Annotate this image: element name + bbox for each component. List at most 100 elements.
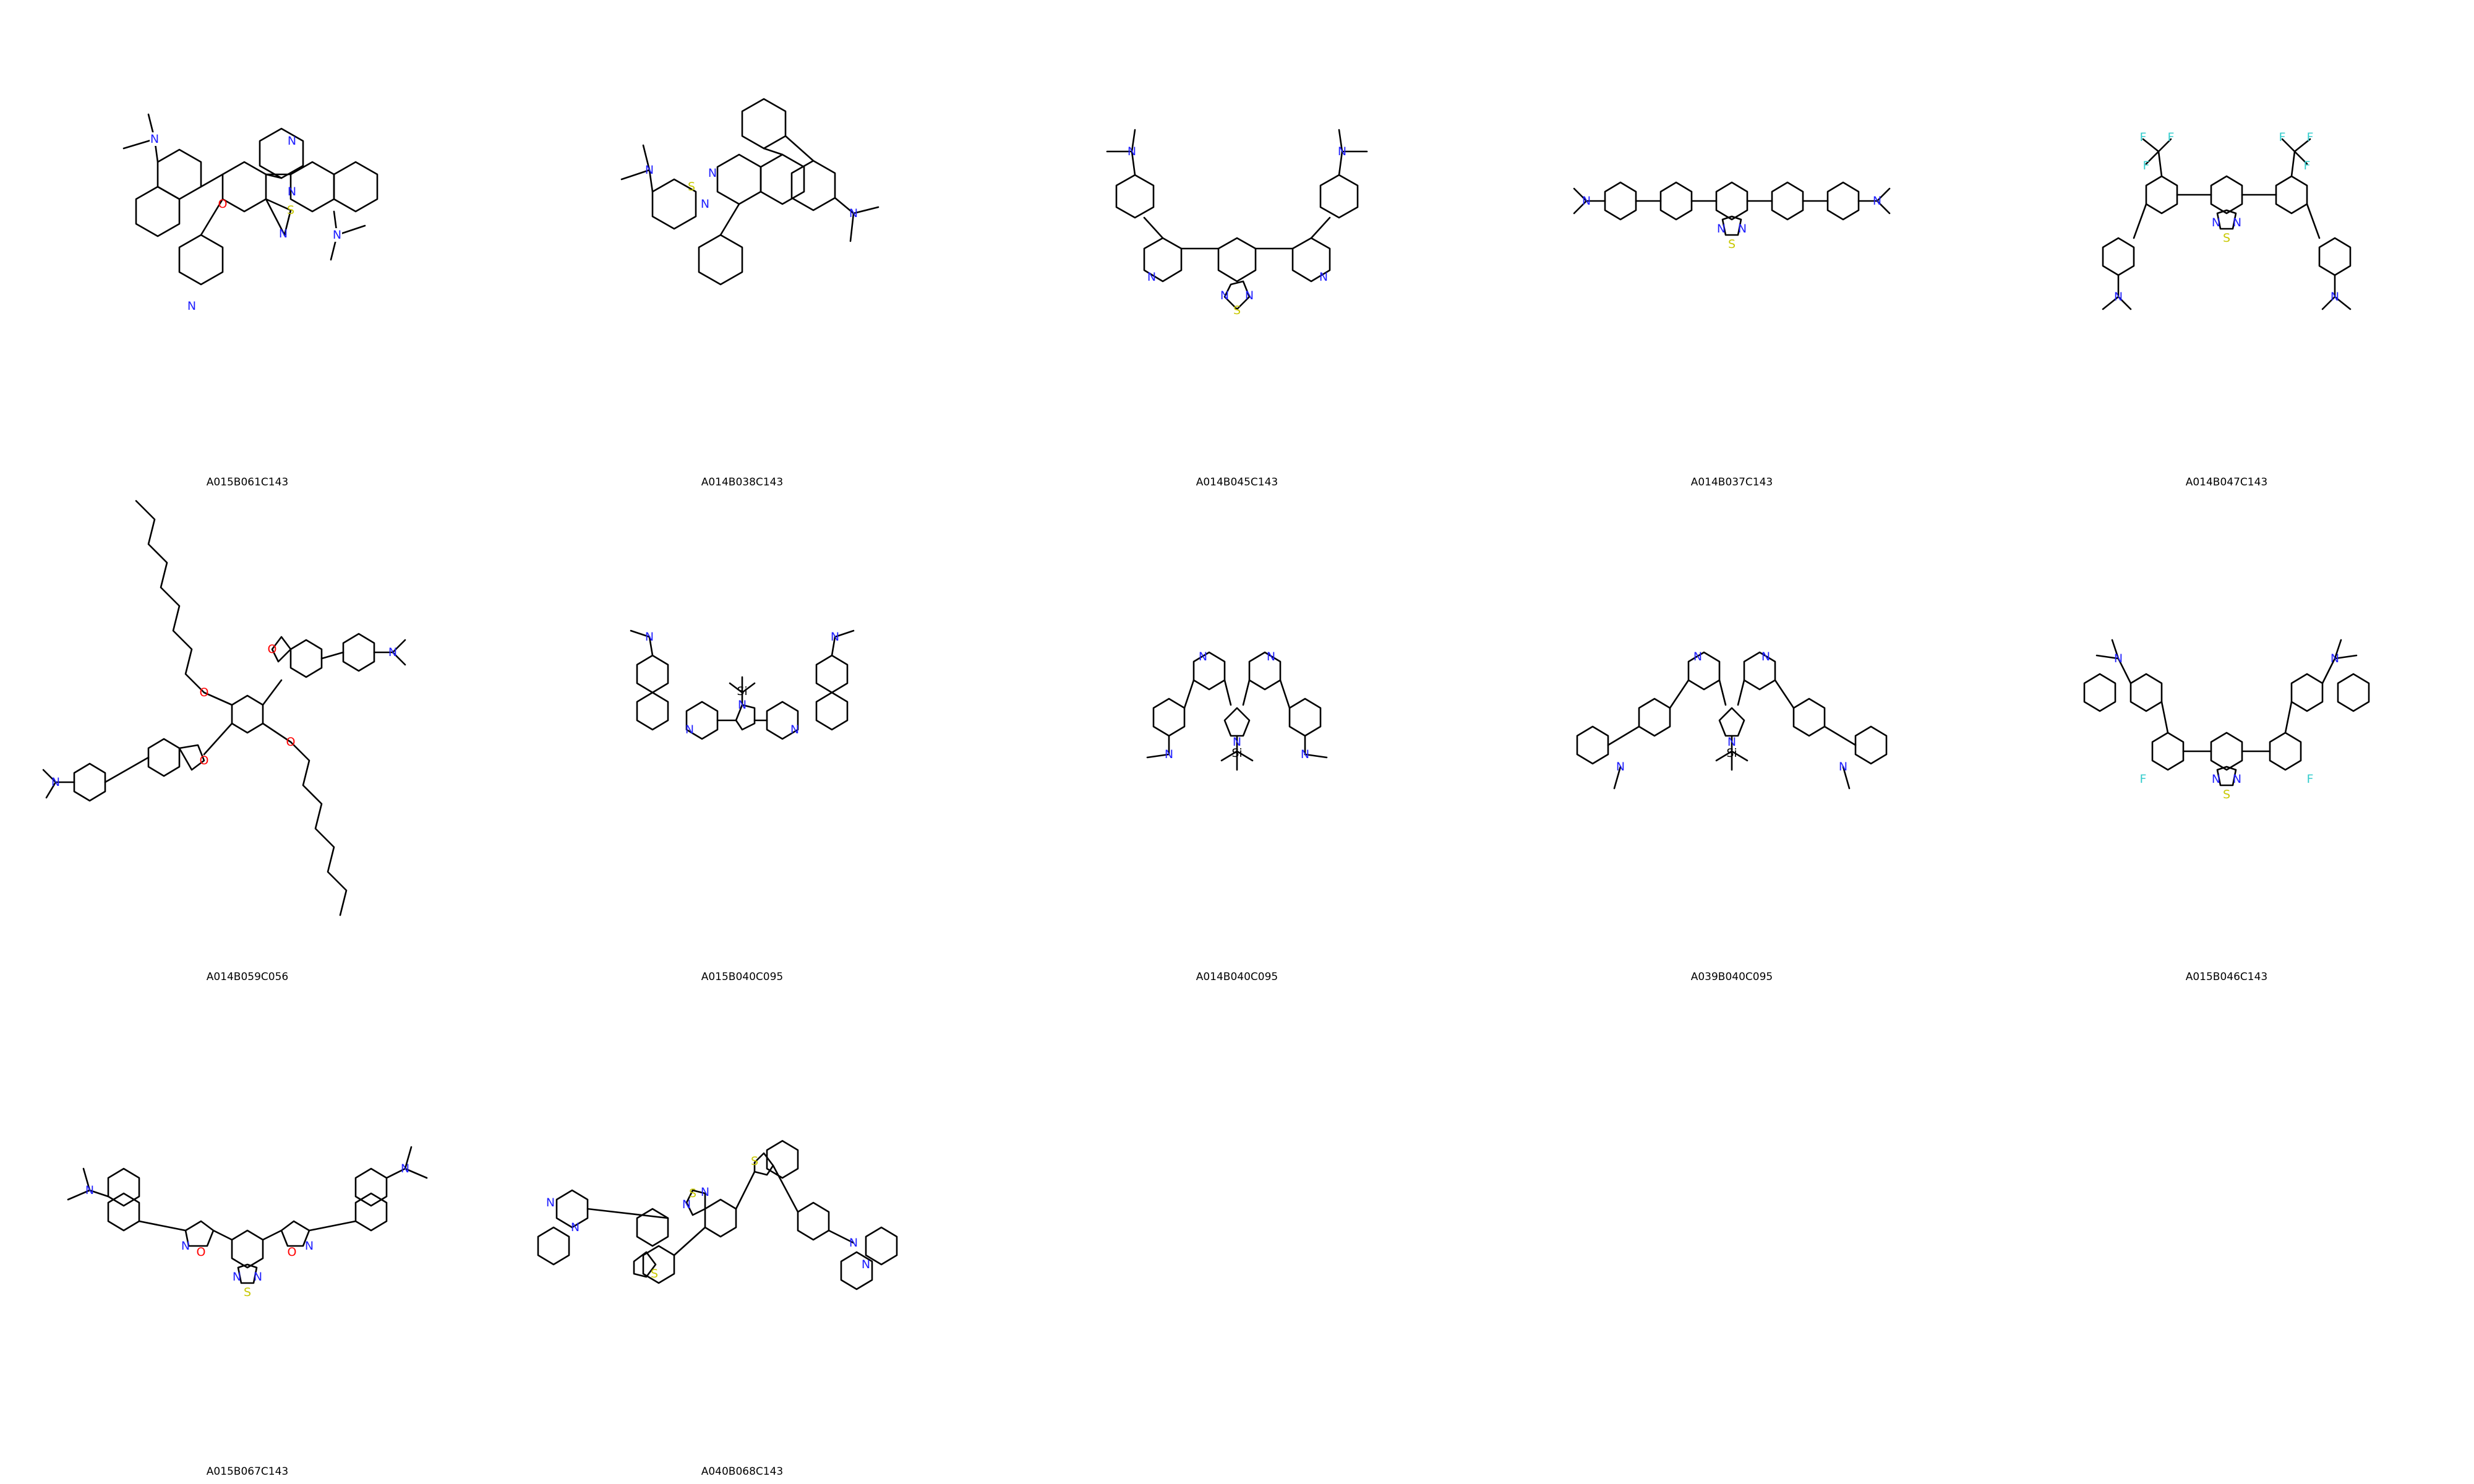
svg-text:N: N xyxy=(333,228,341,242)
svg-text:S: S xyxy=(751,1154,758,1168)
svg-text:N: N xyxy=(1245,289,1254,302)
svg-text:Si: Si xyxy=(1231,746,1242,760)
svg-text:N: N xyxy=(51,775,60,789)
svg-text:N: N xyxy=(1873,194,1881,208)
svg-text:S: S xyxy=(2223,788,2230,801)
svg-text:O: O xyxy=(268,642,277,656)
svg-text:N: N xyxy=(1199,650,1207,663)
svg-text:N: N xyxy=(288,134,296,148)
svg-text:N: N xyxy=(701,197,709,211)
svg-text:N: N xyxy=(1693,650,1702,663)
svg-text:N: N xyxy=(2331,290,2339,304)
molecule-id: A015B061C143 xyxy=(206,476,289,488)
molecule-structure: N N O O O O xyxy=(42,500,406,916)
svg-text:N: N xyxy=(181,1239,190,1253)
svg-text:F: F xyxy=(2279,130,2286,144)
svg-text:Si: Si xyxy=(737,684,747,698)
svg-text:N: N xyxy=(1616,760,1625,774)
molecule-structure: F F F F F F N N N N S xyxy=(2102,130,2352,310)
molecule-cell: N N N Si N N A015B040C095 xyxy=(495,495,990,989)
molecule-structure: N N N N S N N O xyxy=(122,113,379,313)
svg-text:S: S xyxy=(1728,237,1736,251)
svg-text:N: N xyxy=(1267,650,1275,663)
svg-text:O: O xyxy=(200,754,209,767)
svg-text:N: N xyxy=(1147,270,1156,284)
molecule-id: A014B040C095 xyxy=(1196,971,1278,983)
svg-text:O: O xyxy=(286,735,296,749)
molecule-structure: S N N S S N N N N xyxy=(537,1140,898,1290)
svg-text:N: N xyxy=(1319,270,1328,284)
molecule-cell: S N N S S N N N N A040B068C143 xyxy=(495,989,990,1484)
molecule-cell: N N S N N A014B038C143 xyxy=(495,0,990,495)
svg-text:F: F xyxy=(2140,772,2147,786)
molecule-id: A015B067C143 xyxy=(206,1465,289,1478)
molecule-structure: N Si N N N N xyxy=(1576,650,1888,790)
svg-text:N: N xyxy=(388,646,397,659)
svg-text:N: N xyxy=(682,1198,691,1211)
svg-text:F: F xyxy=(2140,130,2147,144)
molecule-id: A014B037C143 xyxy=(1690,476,1773,488)
svg-text:N: N xyxy=(546,1196,555,1209)
molecule-cell: N N O O O O A014B059C056 xyxy=(0,495,495,989)
svg-text:N: N xyxy=(701,1185,709,1199)
svg-text:F: F xyxy=(2168,130,2175,144)
molecule-structure: N N N Si N N xyxy=(630,629,855,740)
svg-text:F: F xyxy=(2304,159,2311,173)
svg-text:N: N xyxy=(2331,652,2339,665)
svg-text:N: N xyxy=(279,227,288,241)
svg-text:N: N xyxy=(2212,216,2220,229)
molecule-cell: F F F F F F N N N N S A014B047C143 xyxy=(1979,0,2474,495)
svg-text:N: N xyxy=(1717,222,1726,236)
svg-text:N: N xyxy=(831,630,839,644)
svg-text:N: N xyxy=(738,698,747,712)
svg-text:N: N xyxy=(1761,650,1770,663)
svg-text:N: N xyxy=(708,166,717,180)
svg-text:N: N xyxy=(1839,760,1847,774)
svg-text:N: N xyxy=(790,723,799,736)
molecule-id: A039B040C095 xyxy=(1690,971,1773,983)
svg-text:N: N xyxy=(2212,772,2220,786)
molecule-structure: N N F F N N S xyxy=(2083,639,2370,801)
svg-text:N: N xyxy=(645,163,654,177)
svg-text:N: N xyxy=(571,1221,580,1234)
molecule-structure: N N N N N N S xyxy=(1106,129,1368,317)
svg-text:S: S xyxy=(1233,304,1241,317)
svg-text:N: N xyxy=(288,185,296,198)
svg-text:O: O xyxy=(200,686,209,699)
molecule-id: A040B068C143 xyxy=(701,1465,784,1478)
svg-text:N: N xyxy=(1220,289,1229,302)
svg-text:N: N xyxy=(150,132,159,146)
svg-text:N: N xyxy=(1128,145,1136,158)
molecule-id: A014B047C143 xyxy=(2185,476,2268,488)
molecule-cell: N N F F N N S A015B046C143 xyxy=(1979,495,2474,989)
molecule-structure: N N N O N O N N S xyxy=(67,1146,428,1299)
svg-text:F: F xyxy=(2307,130,2314,144)
svg-text:S: S xyxy=(651,1267,658,1281)
svg-text:N: N xyxy=(1727,735,1736,749)
svg-text:N: N xyxy=(2233,216,2241,229)
svg-text:S: S xyxy=(688,180,695,194)
svg-text:N: N xyxy=(862,1258,870,1271)
molecule-id: A014B038C143 xyxy=(701,476,784,488)
svg-text:N: N xyxy=(2233,772,2241,786)
molecule-structure: N N N N S xyxy=(1573,181,1891,251)
molecule-cell: N N N N N N S A014B045C143 xyxy=(990,0,1484,495)
svg-text:N: N xyxy=(305,1239,314,1253)
svg-text:Si: Si xyxy=(1726,746,1737,760)
molecule-cell: N N N N S N N O A015B061C143 xyxy=(0,0,495,495)
svg-text:N: N xyxy=(1233,735,1241,749)
svg-text:N: N xyxy=(849,207,858,220)
svg-text:S: S xyxy=(689,1187,696,1200)
svg-text:N: N xyxy=(685,723,694,736)
svg-text:S: S xyxy=(244,1286,251,1299)
svg-text:O: O xyxy=(197,1245,206,1259)
svg-text:N: N xyxy=(2114,652,2123,665)
svg-text:N: N xyxy=(254,1270,262,1284)
svg-text:N: N xyxy=(1738,222,1747,236)
molecule-cell: N N N O N O N N S A015B067C143 xyxy=(0,989,495,1484)
molecule-id: A014B045C143 xyxy=(1196,476,1278,488)
svg-text:S: S xyxy=(2223,231,2230,245)
svg-text:N: N xyxy=(1338,145,1346,158)
svg-text:N: N xyxy=(1582,194,1591,208)
